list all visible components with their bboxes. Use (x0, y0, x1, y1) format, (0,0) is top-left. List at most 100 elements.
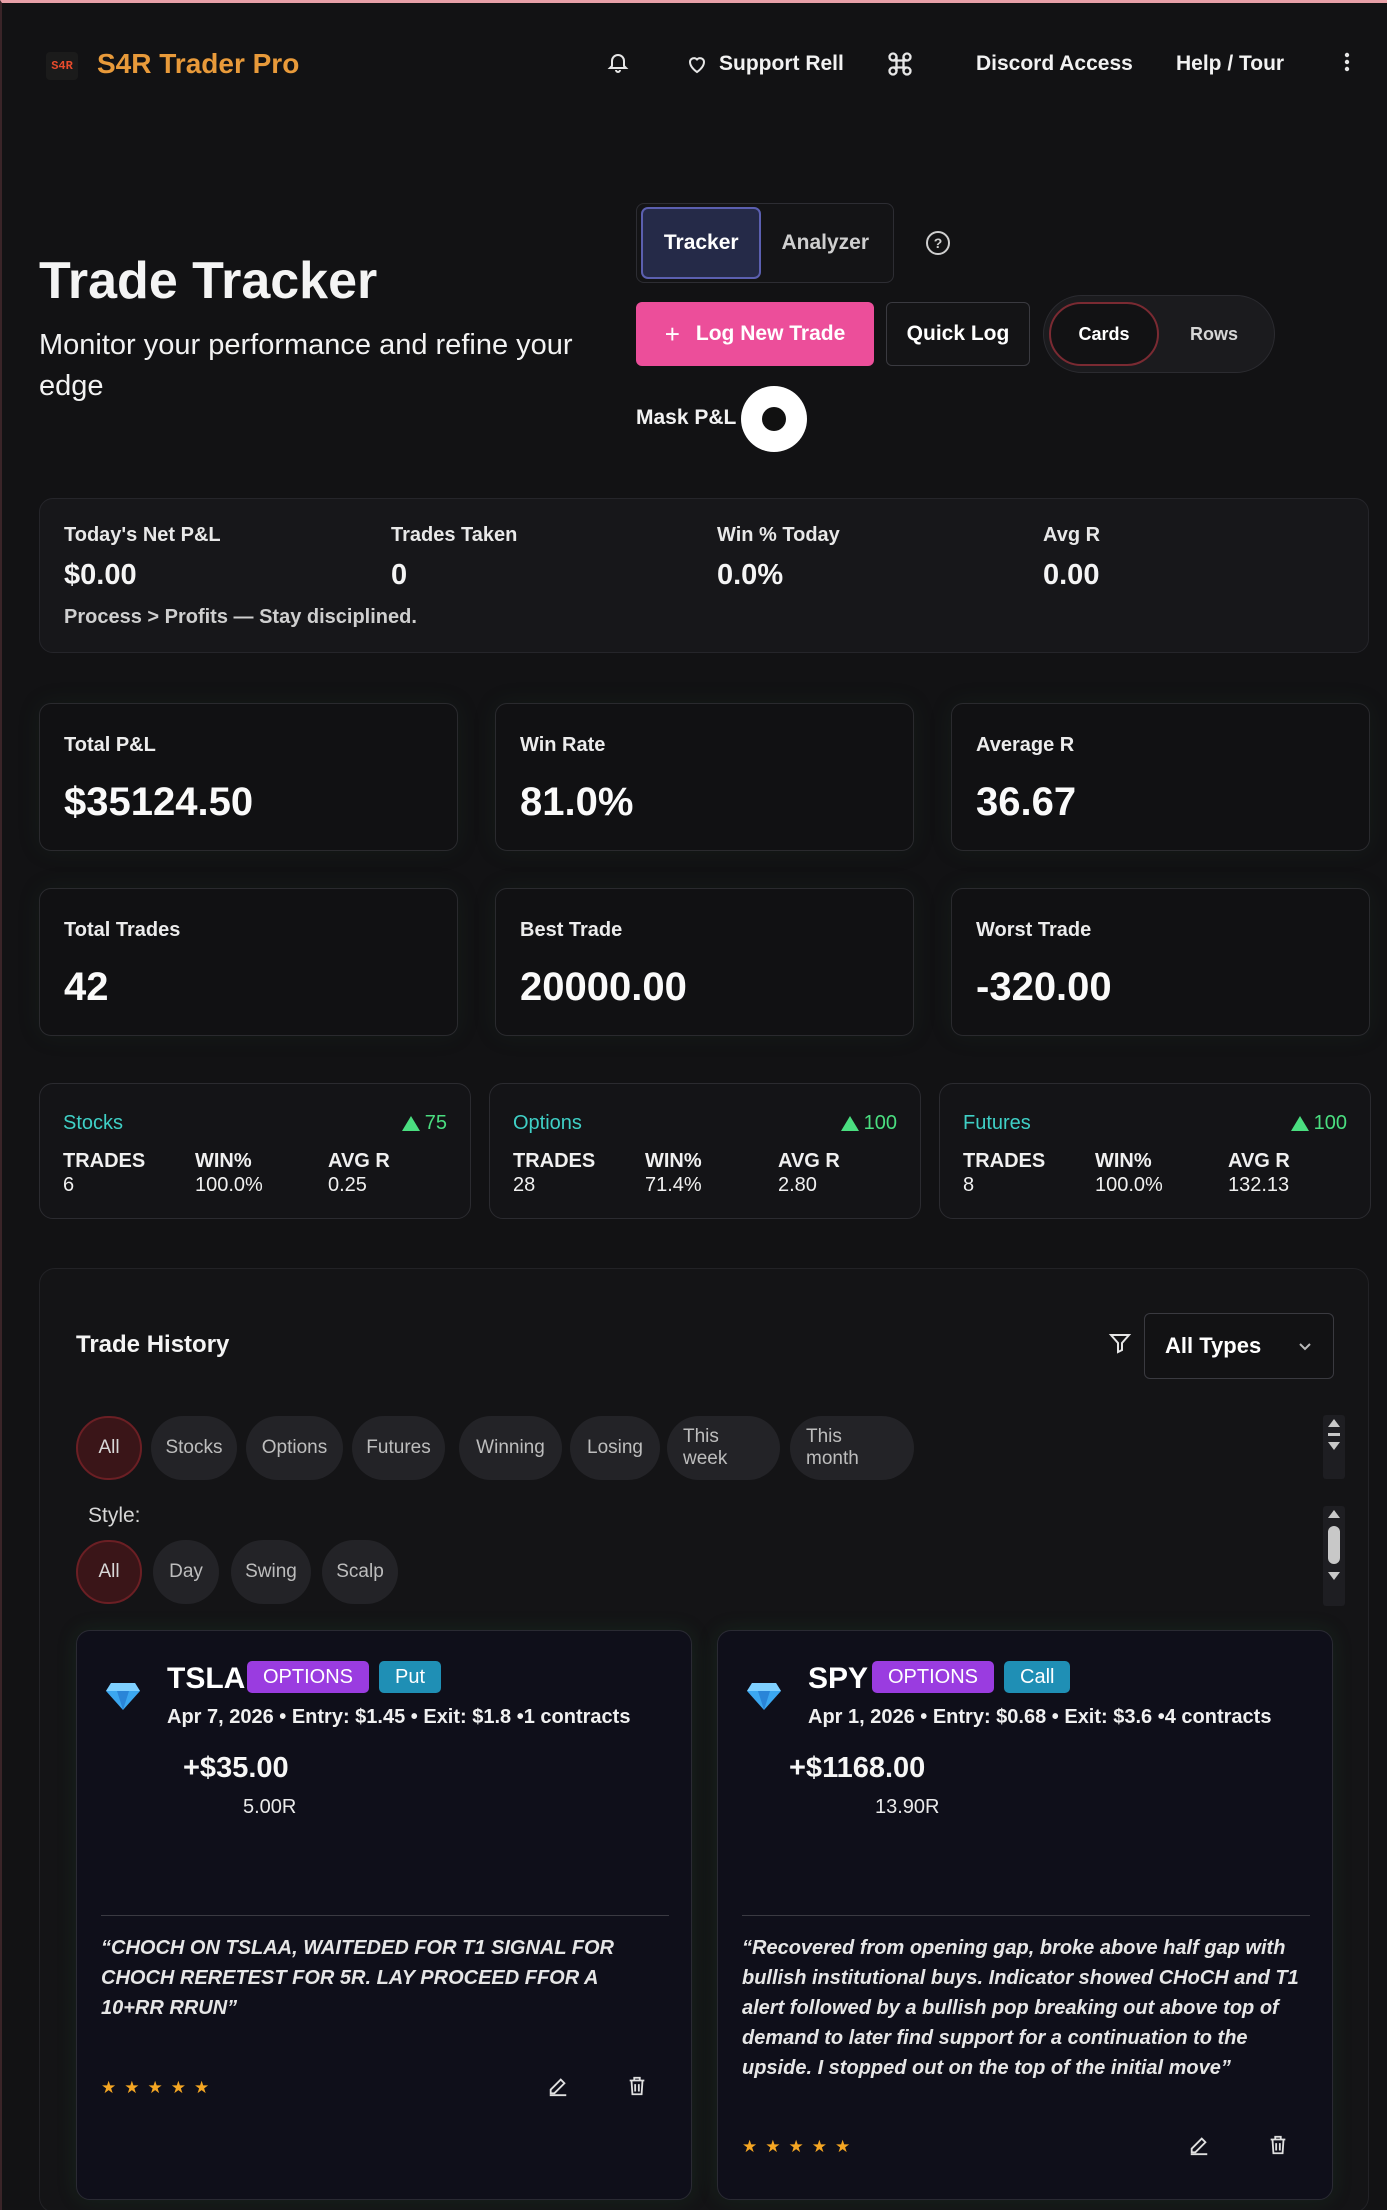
more-menu-button[interactable] (1343, 50, 1351, 74)
support-button[interactable]: Support Rell (685, 52, 844, 76)
star-icon: ★ (194, 2078, 210, 2097)
category-card-futures[interactable]: Futures 100 TRADES 8 WIN% 100.0% AVG R 132.… (939, 1083, 1371, 1219)
today-summary: Today's Net P&L $0.00 Trades Taken 0 Win… (39, 498, 1369, 653)
filter-chip-winning[interactable]: Winning (459, 1416, 562, 1480)
trade-r: 5.00R (243, 1796, 297, 1818)
view-cards-button[interactable]: Cards (1049, 302, 1159, 366)
support-label: Support Rell (719, 52, 844, 75)
stat-value: 0 (391, 559, 408, 591)
mode-tabs: Tracker Analyzer (636, 203, 894, 283)
filter-chip-this-week[interactable]: This week (667, 1416, 780, 1480)
help-icon[interactable]: ? (926, 231, 950, 255)
toggle-knob (762, 407, 786, 431)
page-subtitle: Monitor your performance and refine your… (39, 329, 573, 402)
log-new-trade-label: Log New Trade (695, 322, 846, 345)
brand-title[interactable]: S4R Trader Pro (97, 48, 300, 79)
metric-label: Win Rate (520, 734, 606, 756)
scroll-up-icon[interactable] (1328, 1510, 1340, 1518)
log-new-trade-button[interactable]: + Log New Trade (636, 302, 874, 366)
discord-button[interactable]: Discord Access (976, 52, 1133, 76)
filter-icon[interactable] (1108, 1331, 1132, 1355)
trade-pnl: +$1168.00 (789, 1752, 926, 1784)
filter-chip-options[interactable]: Options (246, 1416, 343, 1480)
stat-value: 0.00 (1043, 559, 1100, 591)
col-header: WIN% (645, 1150, 702, 1172)
metric-label: Total Trades (64, 919, 181, 941)
edit-icon[interactable] (547, 2075, 569, 2097)
star-icon: ★ (765, 2137, 781, 2156)
filter-chip-losing[interactable]: Losing (570, 1416, 660, 1480)
type-badge: OPTIONS (872, 1661, 995, 1693)
score-value: 100 (863, 1112, 897, 1134)
col-header: TRADES (963, 1150, 1046, 1172)
quick-log-button[interactable]: Quick Log (886, 302, 1030, 366)
avgr-col: AVG R 0.25 (328, 1149, 390, 1197)
style-chip-swing[interactable]: Swing (231, 1540, 311, 1604)
top-nav: S4R S4R Trader Pro Support Rell Discord … (2, 6, 1387, 122)
filter-chip-futures[interactable]: Futures (352, 1416, 445, 1480)
col-header: WIN% (195, 1150, 252, 1172)
category-name: Stocks (63, 1112, 124, 1134)
style-chip-scalp[interactable]: Scalp (322, 1540, 398, 1604)
metric-value: 36.67 (976, 780, 1077, 824)
star-icon: ★ (170, 2078, 186, 2097)
metric-value: 81.0% (520, 780, 634, 824)
metric-win-rate: Win Rate 81.0% (495, 703, 914, 851)
view-rows-button[interactable]: Rows (1189, 323, 1238, 344)
win-col: WIN% 100.0% (195, 1149, 263, 1197)
filter-chip-this-month[interactable]: This month (790, 1416, 914, 1480)
discord-label: Discord Access (976, 52, 1133, 75)
card-divider (101, 1915, 669, 1916)
mask-pnl-toggle[interactable] (741, 386, 807, 452)
up-triangle-icon (1290, 1116, 1309, 1131)
trash-icon[interactable] (626, 2075, 648, 2097)
category-card-options[interactable]: Options 100 TRADES 28 WIN% 71.4% AVG R 2.80 (489, 1083, 921, 1219)
up-triangle-icon (401, 1116, 420, 1131)
scroll-up-icon[interactable] (1328, 1419, 1340, 1427)
history-scrollbar[interactable] (1323, 1506, 1345, 1606)
notifications-button[interactable] (606, 50, 630, 74)
trade-card-tsla[interactable]: TSLA OPTIONS Put Apr 7, 2026 • Entry: $1… (76, 1630, 692, 2200)
type-select[interactable]: All Types (1144, 1313, 1334, 1379)
scroll-down-icon[interactable] (1328, 1572, 1340, 1580)
filter-chip-all[interactable]: All (76, 1416, 142, 1480)
today-trades-taken: Trades Taken 0 (391, 524, 517, 592)
command-button[interactable] (886, 50, 914, 78)
heart-icon (688, 57, 706, 74)
star-icon: ★ (147, 2078, 163, 2097)
view-mode-toggle: Cards Rows (1043, 295, 1275, 373)
trade-r: 13.90R (875, 1796, 940, 1818)
trades-col: TRADES 28 (513, 1149, 595, 1197)
trade-meta: Apr 7, 2026 • Entry: $1.45 • Exit: $1.8 … (167, 1706, 631, 1728)
rating-stars: ★ ★ ★ ★ ★ (742, 2137, 850, 2157)
help-tour-button[interactable]: Help / Tour (1176, 52, 1284, 76)
tab-tracker[interactable]: Tracker (641, 207, 762, 279)
type-select-value: All Types (1165, 1333, 1262, 1358)
category-card-stocks[interactable]: Stocks 75 TRADES 6 WIN% 100.0% AVG R 0.25 (39, 1083, 471, 1219)
metric-label: Best Trade (520, 919, 623, 941)
diamond-icon (106, 1683, 140, 1710)
chips-scrollbar[interactable] (1323, 1415, 1345, 1479)
trade-pnl: +$35.00 (183, 1752, 289, 1784)
discipline-note: Process > Profits — Stay disciplined. (64, 606, 417, 628)
col-header: WIN% (1095, 1150, 1152, 1172)
edit-icon[interactable] (1188, 2134, 1210, 2156)
filter-chip-stocks[interactable]: Stocks (151, 1416, 237, 1480)
up-triangle-icon (840, 1116, 859, 1131)
trade-symbol: SPY (808, 1662, 869, 1695)
col-header: AVG R (778, 1150, 840, 1172)
trade-card-spy[interactable]: SPY OPTIONS Call Apr 1, 2026 • Entry: $0… (717, 1630, 1333, 2200)
scroll-thumb[interactable] (1328, 1433, 1340, 1436)
trash-icon[interactable] (1267, 2134, 1289, 2156)
scroll-thumb[interactable] (1328, 1526, 1340, 1564)
tab-analyzer[interactable]: Analyzer (781, 231, 869, 254)
scroll-down-icon[interactable] (1328, 1442, 1340, 1450)
star-icon: ★ (811, 2137, 827, 2156)
style-chip-all[interactable]: All (76, 1540, 142, 1604)
logo[interactable]: S4R (46, 52, 78, 80)
style-chip-day[interactable]: Day (153, 1540, 219, 1604)
side-badge: Call (1004, 1661, 1071, 1693)
metric-value: 20000.00 (520, 965, 687, 1009)
col-value: 28 (513, 1174, 536, 1196)
trade-note: “CHOCH ON TSLAA, WAITEDED FOR T1 SIGNAL … (101, 1937, 614, 2019)
